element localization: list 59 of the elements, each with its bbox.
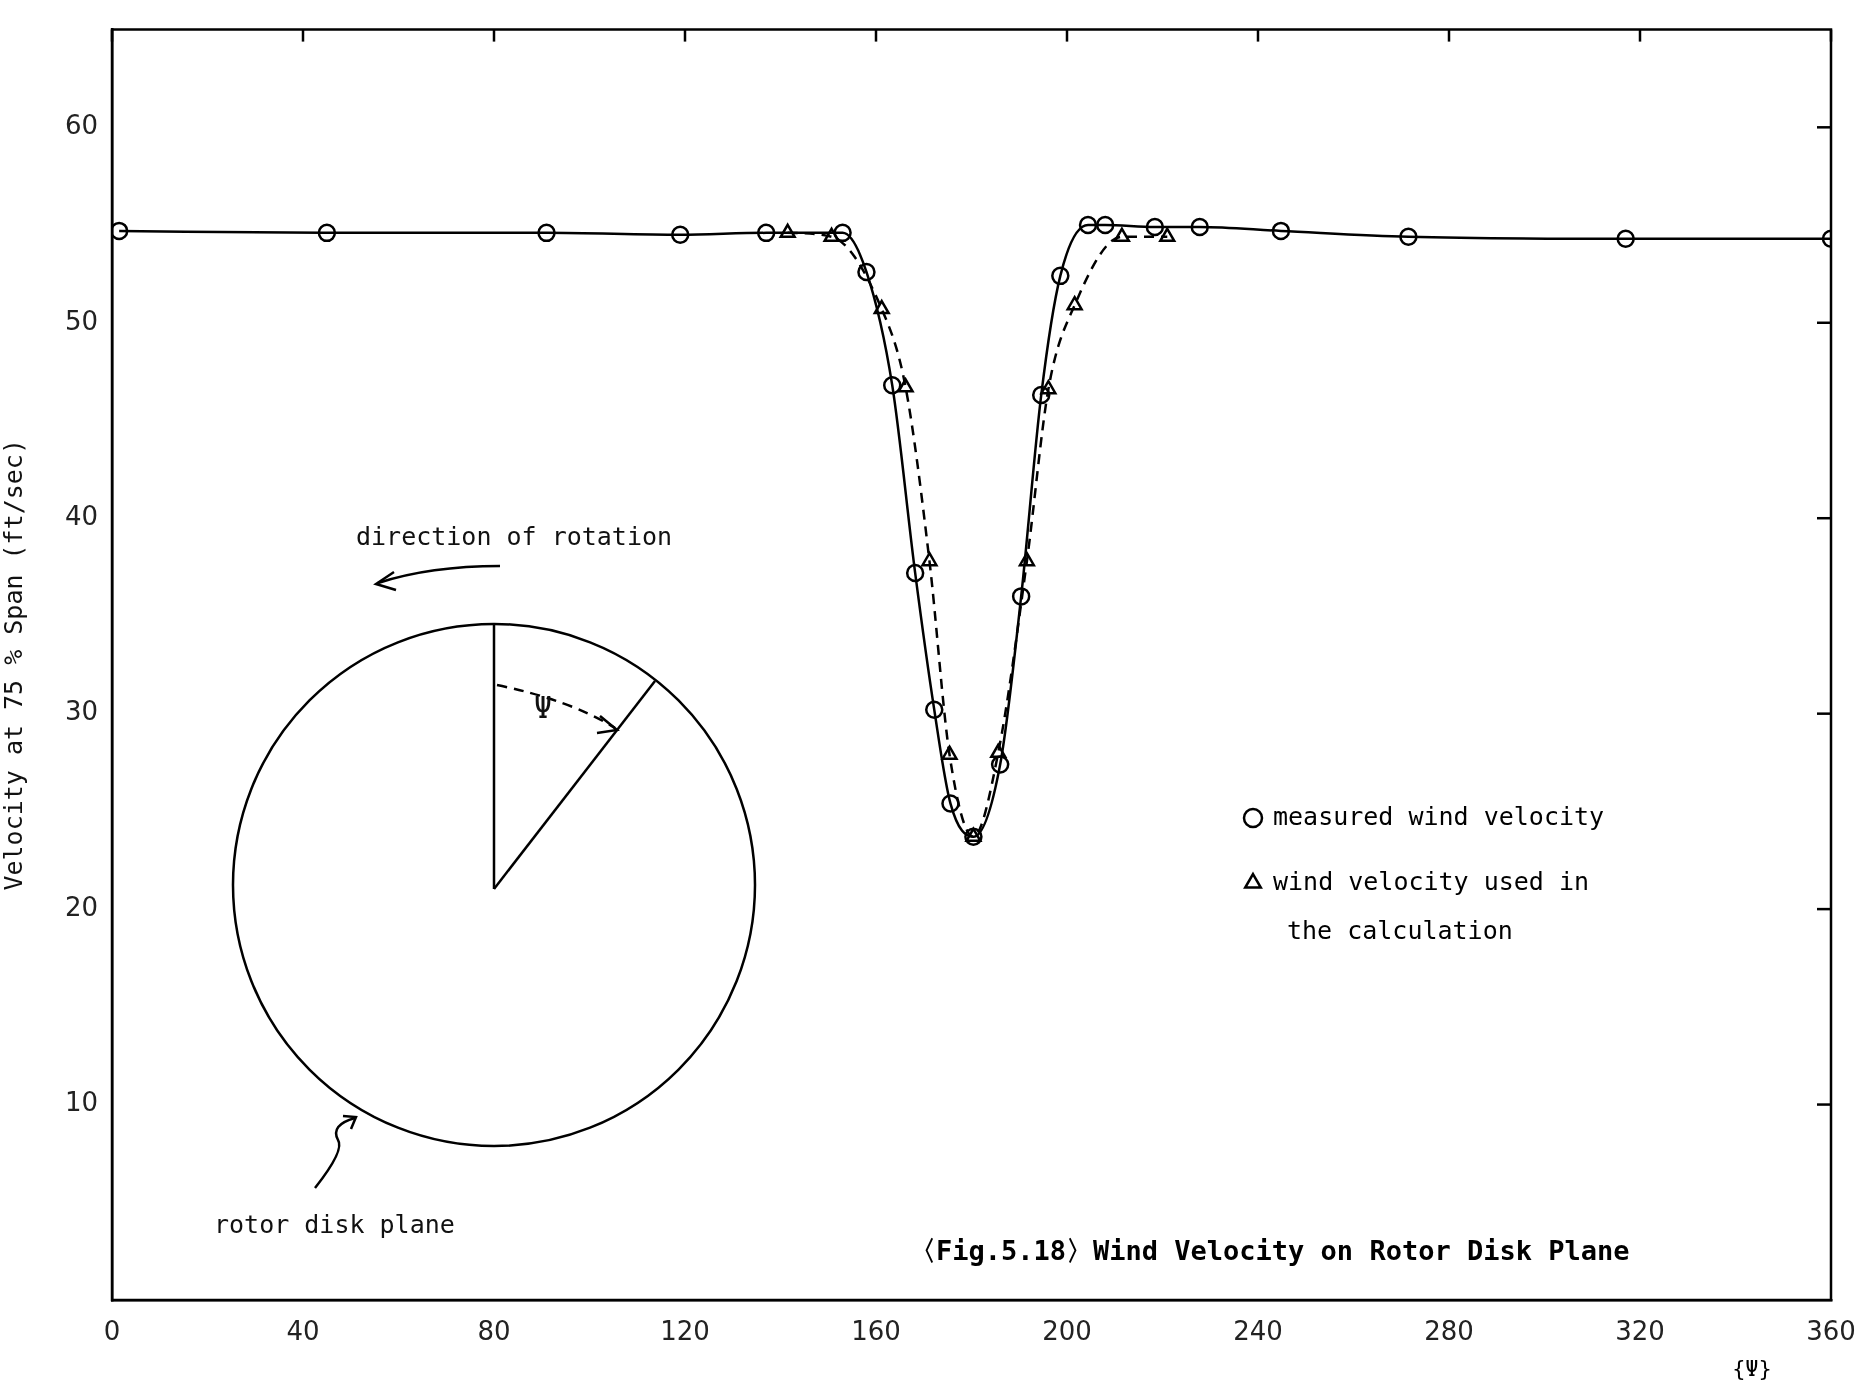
y-tick-label: 10 [64, 1087, 98, 1118]
annotation: rotor disk plane [214, 1210, 455, 1239]
point [823, 227, 840, 243]
x-tick-label: 80 [477, 1316, 511, 1347]
x-tick-label: 160 [851, 1316, 901, 1347]
legend-label: measured wind velocity [1273, 801, 1605, 831]
x-axis-title: {Ψ} [1732, 1355, 1772, 1381]
point [990, 743, 1007, 758]
annotation: Ψ [534, 690, 553, 725]
point [670, 225, 690, 245]
point [882, 376, 902, 395]
point [857, 262, 876, 282]
point [921, 551, 938, 567]
point [317, 223, 337, 243]
point [1159, 227, 1176, 243]
x-tick-label: 320 [1615, 1316, 1665, 1347]
point [925, 700, 944, 719]
point [941, 794, 960, 813]
point [990, 755, 1010, 774]
legend-label: wind velocity used in the calculation [1273, 866, 1590, 945]
point [873, 299, 890, 315]
point [537, 223, 556, 243]
y-tick-label: 20 [64, 891, 98, 922]
point [1271, 221, 1291, 241]
point [1190, 217, 1209, 237]
annotation: direction of rotation [356, 522, 673, 551]
point [756, 223, 776, 243]
x-tick-label: 360 [1806, 1316, 1856, 1347]
point [1051, 266, 1070, 286]
x-tick-label: 240 [1233, 1316, 1283, 1347]
point [1095, 215, 1115, 235]
y-tick-label: 40 [64, 500, 98, 531]
y-tick-label: 60 [64, 110, 98, 141]
x-tick-label: 120 [660, 1316, 710, 1347]
point [1031, 385, 1051, 405]
point [1078, 215, 1098, 235]
point [965, 827, 982, 843]
point [941, 745, 958, 760]
point [1113, 227, 1131, 243]
x-tick-label: 0 [103, 1316, 121, 1347]
x-tick-label: 40 [286, 1316, 320, 1347]
point [897, 378, 914, 393]
text: 〈Fig.5.18〉Wind Velocity on Rotor Disk Plane [909, 1235, 1630, 1267]
point [1616, 229, 1635, 248]
point [833, 223, 852, 243]
y-tick-label: 30 [64, 696, 98, 727]
point [1066, 295, 1083, 311]
point [1399, 227, 1418, 247]
y-axis-title: Velocity at 75 % Span (ft/sec) [0, 439, 28, 891]
point [1011, 587, 1031, 606]
point [964, 827, 983, 847]
x-tick-label: 280 [1424, 1316, 1474, 1347]
point [1040, 379, 1057, 395]
point [1018, 551, 1036, 567]
point [905, 563, 925, 583]
point [1145, 217, 1165, 237]
y-tick-label: 50 [64, 305, 98, 336]
x-tick-label: 200 [1042, 1316, 1092, 1347]
point [779, 223, 796, 239]
